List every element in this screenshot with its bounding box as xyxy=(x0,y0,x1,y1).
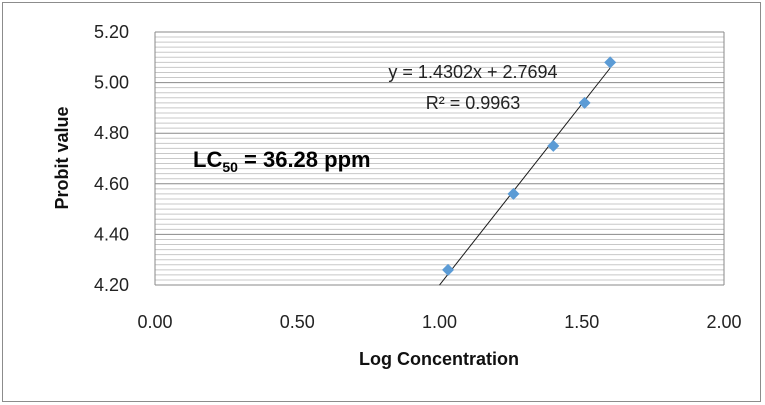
data-point xyxy=(442,263,455,276)
data-points xyxy=(442,56,617,276)
x-tick-label: 0.00 xyxy=(137,312,172,332)
x-axis-title: Log Concentration xyxy=(359,349,519,369)
y-tick-label: 5.00 xyxy=(94,73,129,93)
y-tick-labels: 4.20 4.40 4.60 4.80 5.00 5.20 xyxy=(94,22,129,295)
x-tick-label: 2.00 xyxy=(706,312,741,332)
lc50-annotation: LC50 = 36.28 ppm xyxy=(193,147,371,175)
data-point xyxy=(578,96,591,109)
y-tick-label: 4.60 xyxy=(94,174,129,194)
y-tick-label: 4.40 xyxy=(94,224,129,244)
x-tick-label: 0.50 xyxy=(280,312,315,332)
lc50-value: = 36.28 ppm xyxy=(238,147,371,172)
data-point xyxy=(507,187,520,200)
x-tick-label: 1.00 xyxy=(422,312,457,332)
data-point xyxy=(547,139,560,152)
y-tick-label: 4.80 xyxy=(94,123,129,143)
y-tick-label: 5.20 xyxy=(94,22,129,42)
trendline-equation: y = 1.4302x + 2.7694 xyxy=(388,62,557,82)
x-tick-label: 1.50 xyxy=(564,312,599,332)
grid-lines xyxy=(154,31,725,286)
y-axis-title: Probit value xyxy=(52,106,72,209)
chart-frame xyxy=(2,2,761,402)
lc50-prefix: LC xyxy=(193,147,222,172)
x-tick-labels: 0.00 0.50 1.00 1.50 2.00 xyxy=(137,312,741,332)
lc50-subscript: 50 xyxy=(222,159,238,175)
trendline-r-squared: R² = 0.9963 xyxy=(426,93,521,113)
data-point xyxy=(604,56,617,69)
y-tick-label: 4.20 xyxy=(94,275,129,295)
